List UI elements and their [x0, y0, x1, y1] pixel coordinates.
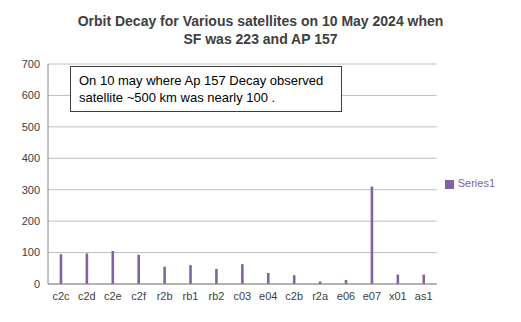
svg-text:400: 400 — [22, 152, 40, 164]
html-text:Orbit Decay for Various satell: Orbit Decay for Various satellites on 10… — [77, 13, 444, 47]
svg-text:r2b: r2b — [157, 290, 173, 302]
svg-text:as1: as1 — [415, 290, 433, 302]
svg-text:500: 500 — [22, 121, 40, 133]
svg-text:0: 0 — [34, 278, 40, 290]
svg-text:c2b: c2b — [285, 290, 303, 302]
svg-text:c2d: c2d — [78, 290, 96, 302]
html-text:Series1: Series1 — [457, 177, 495, 189]
html-text:On 10 may where Ap 157 Decay o: On 10 may where Ap 157 Decay observed sa… — [79, 73, 324, 105]
svg-text:c2c: c2c — [52, 290, 70, 302]
svg-text:e06: e06 — [337, 290, 355, 302]
svg-text:rb2: rb2 — [208, 290, 224, 302]
svg-text:e07: e07 — [363, 290, 381, 302]
svg-text:c03: c03 — [233, 290, 251, 302]
svg-text:r2a: r2a — [312, 290, 329, 302]
svg-text:600: 600 — [22, 89, 40, 101]
svg-text:e04: e04 — [259, 290, 277, 302]
svg-text:c2e: c2e — [104, 290, 122, 302]
svg-text:c2f: c2f — [131, 290, 147, 302]
svg-text:200: 200 — [22, 215, 40, 227]
svg-text:100: 100 — [22, 246, 40, 258]
svg-text:700: 700 — [22, 58, 40, 70]
svg-text:300: 300 — [22, 184, 40, 196]
svg-text:rb1: rb1 — [183, 290, 199, 302]
svg-text:x01: x01 — [389, 290, 407, 302]
